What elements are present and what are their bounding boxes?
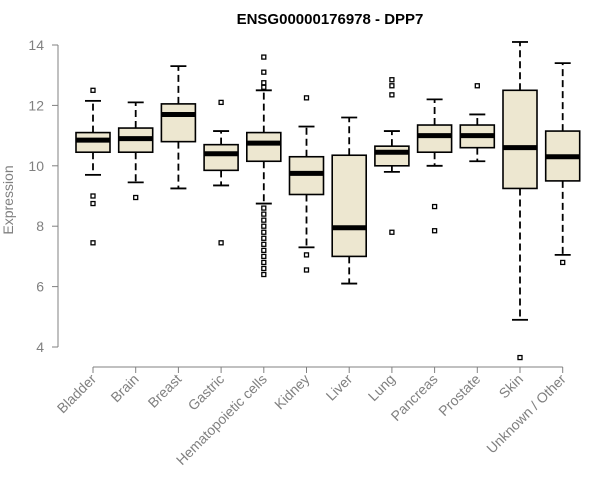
- y-tick-label-12: 12: [28, 97, 44, 113]
- outlier-lung-0: [389, 77, 395, 83]
- outlier-gastric-1: [218, 240, 224, 246]
- outlier-hematopoietic-cells-9: [261, 235, 267, 241]
- box-bladder: [75, 87, 111, 246]
- x-tick-label-skin: Skin: [496, 371, 527, 402]
- outlier-hematopoietic-cells-3: [261, 84, 267, 90]
- box-pancreas: [416, 98, 453, 234]
- outlier-hematopoietic-cells-7: [261, 223, 267, 229]
- outlier-hematopoietic-cells-5: [261, 211, 267, 217]
- outlier-lung-2: [389, 92, 395, 98]
- x-tick-label-gastric: Gastric: [185, 371, 228, 414]
- y-axis: 4 6 8 10 12 14: [28, 37, 59, 355]
- outlier-skin-0: [517, 354, 523, 361]
- box-brain: [117, 101, 154, 201]
- outlier-gastric-0: [218, 99, 224, 106]
- outlier-lung-3: [389, 229, 395, 235]
- outlier-hematopoietic-cells-8: [261, 229, 267, 235]
- x-tick-label-breast: Breast: [145, 371, 185, 411]
- x-tick-label-liver: Liver: [323, 371, 356, 404]
- outlier-prostate-0: [474, 83, 480, 89]
- x-tick-label-unknown-other: Unknown / Other: [483, 371, 569, 457]
- iqr-box-liver: [331, 154, 368, 258]
- y-axis-label: Expression: [0, 165, 16, 234]
- iqr-box-breast: [160, 103, 197, 143]
- outlier-bladder-0: [90, 87, 96, 93]
- box-skin: [502, 41, 538, 361]
- y-tick-label-6: 6: [36, 279, 44, 295]
- box-liver: [331, 116, 368, 285]
- outlier-hematopoietic-cells-2: [261, 80, 267, 86]
- iqr-box-skin: [502, 89, 538, 190]
- outlier-lung-1: [389, 83, 395, 89]
- outlier-pancreas-1: [431, 228, 438, 234]
- x-tick-label-pancreas: Pancreas: [388, 371, 441, 424]
- box-hematopoietic-cells: [246, 54, 282, 278]
- y-tick-label-14: 14: [28, 37, 44, 53]
- x-tick-label-lung: Lung: [365, 371, 398, 404]
- chart-title: ENSG00000176978 - DPP7: [237, 11, 424, 28]
- box-gastric: [203, 99, 239, 246]
- outlier-kidney-0: [303, 95, 310, 101]
- outlier-hematopoietic-cells-6: [261, 217, 267, 223]
- y-tick-label-8: 8: [36, 218, 44, 234]
- outlier-kidney-1: [303, 252, 310, 258]
- outlier-hematopoietic-cells-15: [261, 271, 267, 278]
- x-tick-label-kidney: Kidney: [271, 371, 313, 413]
- outlier-hematopoietic-cells-14: [261, 265, 267, 272]
- outlier-hematopoietic-cells-10: [261, 241, 267, 247]
- outlier-hematopoietic-cells-1: [261, 69, 267, 75]
- box-unknown-other: [544, 62, 581, 266]
- box-lung: [374, 77, 410, 235]
- x-tick-label-prostate: Prostate: [435, 371, 483, 419]
- box-kidney: [288, 95, 325, 273]
- outlier-hematopoietic-cells-0: [261, 54, 267, 60]
- iqr-box-hematopoietic-cells: [246, 131, 282, 163]
- outlier-bladder-2: [90, 200, 96, 207]
- outlier-bladder-1: [90, 193, 96, 199]
- outlier-hematopoietic-cells-11: [261, 247, 267, 254]
- y-tick-label-10: 10: [28, 158, 44, 174]
- outlier-hematopoietic-cells-13: [261, 259, 267, 266]
- outlier-bladder-3: [90, 240, 96, 246]
- box-breast: [160, 65, 197, 190]
- x-tick-label-bladder: Bladder: [54, 371, 100, 417]
- x-tick-label-brain: Brain: [107, 371, 141, 405]
- outlier-unknown-other-0: [560, 259, 566, 266]
- iqr-box-gastric: [203, 143, 239, 172]
- y-tick-label-4: 4: [36, 339, 44, 355]
- iqr-box-pancreas: [416, 124, 453, 154]
- outlier-kidney-2: [303, 267, 310, 273]
- outlier-pancreas-0: [431, 203, 438, 210]
- outlier-hematopoietic-cells-12: [261, 253, 267, 260]
- outlier-hematopoietic-cells-4: [261, 205, 267, 211]
- boxes-group: [75, 41, 581, 361]
- outlier-brain-0: [133, 194, 139, 201]
- iqr-box-lung: [374, 145, 410, 167]
- box-prostate: [459, 83, 496, 163]
